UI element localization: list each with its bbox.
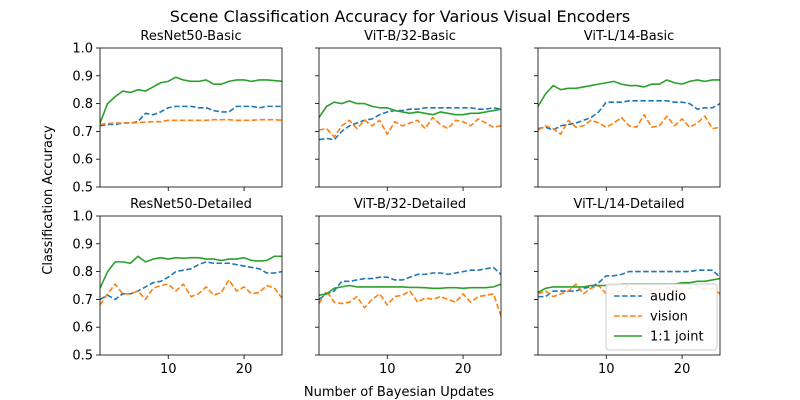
x-tick-label: 20 bbox=[455, 362, 472, 377]
y-tick-label: 0.6 bbox=[72, 153, 93, 168]
series-line-audio bbox=[319, 106, 501, 141]
y-tick-label: 0.9 bbox=[72, 237, 93, 252]
figure-title: Scene Classification Accuracy for Variou… bbox=[170, 7, 631, 26]
subplot-title: ViT-L/14-Detailed bbox=[573, 197, 684, 212]
subplot-resnet50-basic: ResNet50-Basic 0.5 0.6 0.7 0.8 0.9 1.0 bbox=[72, 29, 283, 196]
y-tick-label: 0.6 bbox=[72, 321, 93, 336]
series-group bbox=[100, 76, 282, 127]
y-tick-label: 1.0 bbox=[72, 42, 93, 57]
series-group bbox=[319, 266, 501, 317]
y-tick-label: 1.0 bbox=[72, 210, 93, 225]
legend-label-audio: audio bbox=[650, 290, 686, 305]
subplot-title: ResNet50-Detailed bbox=[130, 197, 252, 212]
y-axis-label: Classification Accuracy bbox=[41, 125, 56, 275]
series-line-audio bbox=[100, 261, 282, 301]
y-tick-label: 0.9 bbox=[72, 69, 93, 84]
subplot-title: ResNet50-Basic bbox=[140, 29, 241, 44]
y-tick-label: 0.5 bbox=[72, 181, 93, 196]
series-group bbox=[319, 100, 501, 141]
plot-frame bbox=[99, 215, 283, 356]
series-line-audio bbox=[100, 105, 282, 127]
series-line-1-1-joint bbox=[100, 76, 282, 124]
x-tick-label: 10 bbox=[160, 362, 177, 377]
series-line-audio bbox=[319, 266, 501, 301]
y-tick-label: 0.5 bbox=[72, 349, 93, 364]
x-tick-label: 20 bbox=[236, 362, 253, 377]
subplot-title: ViT-B/32-Basic bbox=[364, 29, 456, 44]
series-group bbox=[100, 255, 282, 306]
subplot-grid: ResNet50-Basic 0.5 0.6 0.7 0.8 0.9 1.0 ViT-B/32… bbox=[72, 29, 721, 377]
x-tick-label: 10 bbox=[598, 362, 615, 377]
subplot-title: ViT-L/14-Basic bbox=[584, 29, 674, 44]
plot-frame bbox=[537, 47, 721, 188]
legend-box bbox=[605, 283, 718, 351]
series-line-vision bbox=[100, 118, 282, 126]
x-tick-label: 10 bbox=[379, 362, 396, 377]
y-tick-label: 0.8 bbox=[72, 97, 93, 112]
legend-label-1-1-joint: 1:1 joint bbox=[650, 330, 704, 345]
subplot-title: ViT-B/32-Detailed bbox=[354, 197, 466, 212]
series-line-vision bbox=[319, 116, 501, 138]
subplot-vit-l-14-basic: ViT-L/14-Basic bbox=[534, 29, 721, 191]
legend: audio vision 1:1 joint bbox=[605, 283, 718, 351]
subplot-vit-b-32-basic: ViT-B/32-Basic bbox=[315, 29, 502, 191]
subplot-resnet50-detailed: ResNet50-Detailed 0.5 0.6 0.7 0.8 0.9 1.0 10 20 bbox=[72, 197, 283, 377]
plot-frame bbox=[318, 47, 502, 188]
series-line-1-1-joint bbox=[319, 100, 501, 118]
legend-label-vision: vision bbox=[650, 310, 688, 325]
series-line-vision bbox=[319, 290, 501, 317]
plot-frame bbox=[537, 215, 721, 356]
y-tick-label: 0.7 bbox=[72, 293, 93, 308]
x-axis-label: Number of Bayesian Updates bbox=[304, 385, 494, 400]
y-tick-label: 0.7 bbox=[72, 125, 93, 140]
series-line-1-1-joint bbox=[538, 79, 720, 107]
subplot-vit-b-32-detailed: ViT-B/32-Detailed 10 20 bbox=[315, 197, 502, 377]
x-tick-label: 20 bbox=[674, 362, 691, 377]
plot-frame bbox=[318, 215, 502, 356]
plot-frame bbox=[99, 47, 283, 188]
series-line-vision bbox=[100, 279, 282, 306]
series-line-vision bbox=[538, 113, 720, 135]
series-line-1-1-joint bbox=[100, 255, 282, 289]
series-line-audio bbox=[538, 100, 720, 131]
series-line-1-1-joint bbox=[319, 283, 501, 297]
series-group bbox=[538, 79, 720, 135]
y-tick-label: 0.8 bbox=[72, 265, 93, 280]
